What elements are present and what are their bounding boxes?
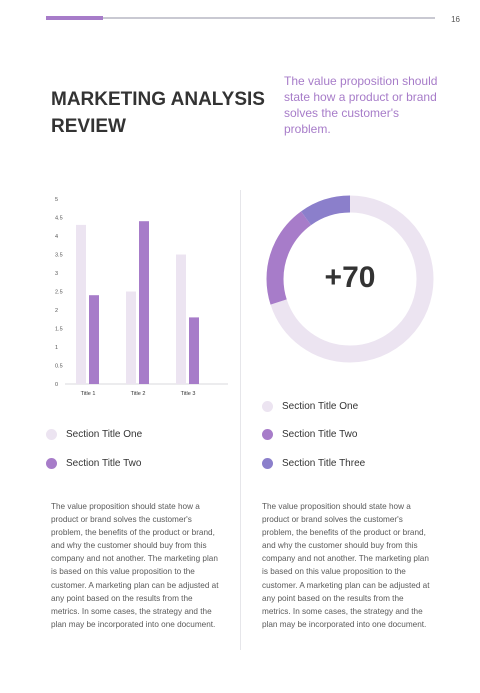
legend-dot	[262, 457, 273, 469]
y-tick-label: 1	[55, 345, 58, 351]
x-tick-label: Title 1	[81, 391, 96, 397]
right-legend-item-2: Section Title Two	[262, 425, 357, 443]
page-number: 16	[451, 15, 460, 24]
bars	[76, 221, 199, 384]
body-text-right: The value proposition should state how a…	[262, 502, 430, 629]
header-accent-bar	[46, 16, 103, 20]
y-tick-label: 2	[55, 308, 58, 314]
y-tick-label: 0.5	[55, 364, 63, 370]
legend-dot	[262, 428, 273, 440]
left-legend-item-2: Section Title Two	[46, 454, 141, 472]
bar-title-3-series-2	[189, 317, 199, 384]
y-tick-label: 0	[55, 382, 58, 388]
y-tick-label: 1.5	[55, 327, 63, 333]
legend-dot	[262, 400, 273, 412]
right-legend-item-1: Section Title One	[262, 397, 358, 415]
bar-title-2-series-1	[126, 291, 136, 384]
donut-chart	[266, 195, 434, 363]
y-tick-label: 4	[55, 234, 58, 240]
legend-label: Section Title Two	[66, 457, 142, 469]
legend-label: Section Title Two	[282, 428, 358, 440]
y-tick-label: 5	[55, 197, 58, 203]
donut-segment-3	[266, 195, 434, 363]
column-divider	[240, 190, 241, 650]
tagline: The value proposition should state how a…	[284, 74, 438, 136]
bar-chart: 00.511.522.533.544.55 Title 1 Title 2 Titl…	[55, 197, 228, 397]
header-rule	[46, 17, 435, 19]
legend-label: Section Title Three	[282, 457, 366, 469]
legend-dot	[46, 457, 57, 469]
x-axis-labels: Title 1 Title 2 Title 3	[81, 391, 196, 397]
page-title: MARKETING ANALYSIS REVIEW	[51, 89, 265, 137]
y-tick-label: 4.5	[55, 216, 63, 222]
y-tick-label: 3.5	[55, 253, 63, 259]
bar-title-1-series-1	[76, 224, 86, 384]
legend-label: Section Title One	[66, 428, 143, 440]
x-tick-label: Title 2	[131, 391, 146, 397]
bar-title-3-series-1	[176, 254, 186, 384]
bar-title-1-series-2	[89, 295, 99, 384]
donut-segment-2	[266, 195, 434, 363]
donut-center-value: +70	[324, 261, 376, 294]
y-axis-ticks: 0 0.5 1 1.5 2 2.5 3 3.5 4 4.5 5	[55, 197, 63, 388]
legend-dot	[46, 428, 57, 440]
body-text-left: The value proposition should state how a…	[51, 502, 219, 629]
bar-title-2-series-2	[139, 221, 149, 384]
y-tick-label: 2.5	[55, 290, 63, 296]
legend-label: Section Title One	[282, 400, 359, 412]
x-tick-label: Title 3	[181, 391, 196, 397]
right-legend-item-3: Section Title Three	[262, 454, 365, 472]
y-tick-label: 3	[55, 271, 58, 277]
left-legend-item-1: Section Title One	[46, 425, 142, 443]
